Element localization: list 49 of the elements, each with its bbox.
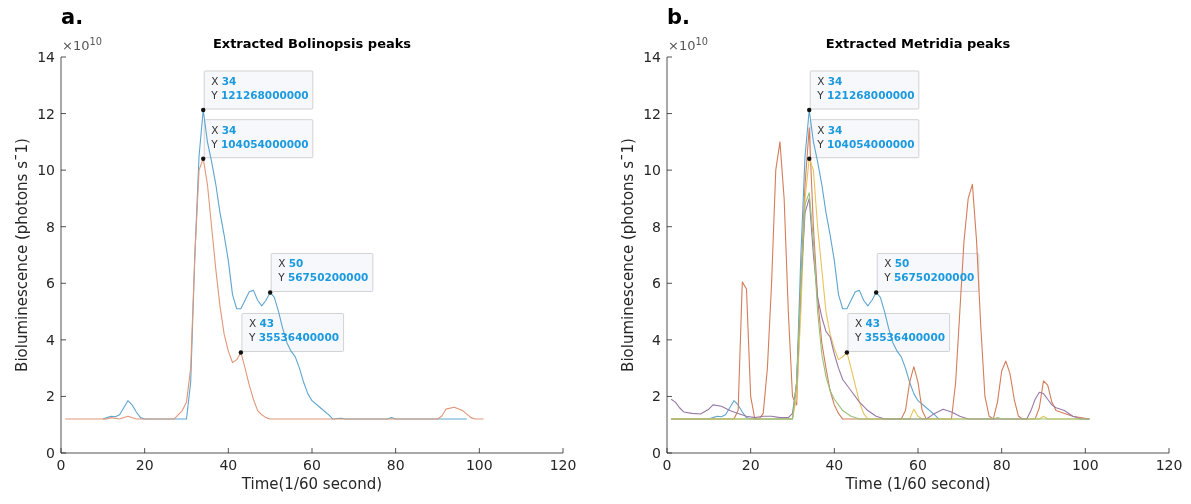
x-tick-label: 120 xyxy=(1155,457,1183,473)
y-tick-label: 10 xyxy=(643,162,661,179)
x-tick-label: 60 xyxy=(303,457,321,473)
annotation: X 34 Y 104054000000 xyxy=(210,123,309,150)
y-tick-label: 0 xyxy=(652,445,661,461)
chart-title: Extracted Bolinopsis peaks xyxy=(212,36,412,51)
x-tick-label: 120 xyxy=(549,457,577,473)
y-tick-label: 14 xyxy=(643,49,662,65)
y-tick-label: 10 xyxy=(37,162,55,179)
text: b. xyxy=(667,5,691,29)
annotation: X 50 Y 56750200000 xyxy=(277,257,369,284)
annotation: X 43 Y 35536400000 xyxy=(853,317,946,344)
x-tick-label: 0 xyxy=(662,457,672,473)
x-tick-label: 40 xyxy=(219,457,238,473)
chart-title: Extracted Metridia peaks xyxy=(825,36,1011,51)
y-tick-label: 8 xyxy=(652,218,661,235)
annotation: X 50 Y 56750200000 xyxy=(883,257,975,284)
x-tick-label: 100 xyxy=(465,457,493,473)
x-tick-label: 0 xyxy=(56,457,66,473)
x-axis-title: Time (1/60 second) xyxy=(844,475,991,493)
text: ×10$^{10}$ xyxy=(668,35,708,53)
annotation: X 34 Y 104054000000 xyxy=(816,123,915,150)
x-tick-label: 100 xyxy=(1071,457,1099,473)
y-tick-label: 2 xyxy=(46,388,55,405)
x-axis-title: Time(1/60 second) xyxy=(240,475,383,493)
x-tick-label: 20 xyxy=(741,457,760,473)
x-tick-label: 80 xyxy=(386,457,405,473)
y-axis-title: Bioluminescence (photons s¯1) xyxy=(13,138,31,372)
line-series xyxy=(64,158,485,420)
annotation: X 34 Y 121268000000 xyxy=(816,74,915,101)
y-tick-label: 6 xyxy=(652,275,662,292)
annotation: X 34 Y 121268000000 xyxy=(210,74,309,101)
x-tick-label: 80 xyxy=(992,457,1011,473)
y-tick-label: 2 xyxy=(652,388,661,405)
y-tick-label: 14 xyxy=(37,49,56,65)
y-tick-label: 4 xyxy=(652,331,662,348)
text: ×10$^{10}$ xyxy=(62,35,102,53)
annotation: X 43 Y 35536400000 xyxy=(247,317,340,344)
y-tick-label: 0 xyxy=(46,445,55,461)
x-tick-label: 60 xyxy=(909,457,927,473)
x-tick-label: 20 xyxy=(135,457,154,473)
y-tick-label: 12 xyxy=(643,105,661,122)
y-tick-label: 12 xyxy=(37,105,55,122)
x-tick-label: 40 xyxy=(825,457,844,473)
y-tick-label: 4 xyxy=(46,331,56,348)
y-axis-title: Bioluminescence (photons s¯1) xyxy=(619,138,637,372)
text: a. xyxy=(61,5,84,29)
y-tick-label: 6 xyxy=(46,275,56,292)
y-tick-label: 8 xyxy=(46,218,55,235)
